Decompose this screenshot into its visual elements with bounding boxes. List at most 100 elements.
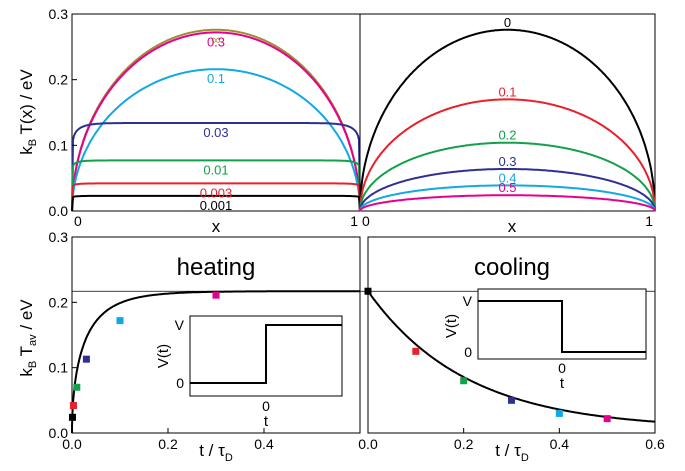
y-ticks: 0.0 0.1 0.2 0.3 <box>49 229 77 441</box>
data-point <box>69 402 77 410</box>
x-axis-label: t / τD <box>199 441 233 464</box>
data-point <box>212 291 220 299</box>
inset-heating: V 0 V(t) 0 t <box>155 315 343 430</box>
y-tick-label: 0.3 <box>49 229 69 245</box>
curve-label: 0.001 <box>200 198 233 213</box>
inset-y-tick-v: V <box>463 293 473 309</box>
panel-title: cooling <box>474 254 550 281</box>
plot-frame <box>71 236 361 434</box>
x-tick-label: 0 <box>74 213 82 229</box>
profile-curve <box>71 68 361 212</box>
y-tick-label: 0.2 <box>49 294 69 310</box>
curve-labels: 0 0.1 0.2 0.30.40.5 <box>498 15 516 195</box>
inset-x-tick-0: 0 <box>262 398 270 414</box>
profile-curve <box>71 159 361 212</box>
curve-label: 0.1 <box>207 71 225 86</box>
heating-curve <box>71 290 360 433</box>
x-tick-label: 0.0 <box>358 436 378 452</box>
data-point <box>412 347 420 355</box>
curve-label: 0.03 <box>203 125 228 140</box>
curves <box>71 28 361 212</box>
inset-x-label: t <box>560 375 565 392</box>
inset-y-tick-0: 0 <box>464 344 472 360</box>
y-tick-label: 0.1 <box>49 360 69 376</box>
x-tick-label: 0.2 <box>454 436 474 452</box>
data-point <box>508 396 515 404</box>
x-tick-label: 0.0 <box>62 436 82 452</box>
profile-curve <box>359 28 656 212</box>
curve-label: 0.4 <box>498 170 516 185</box>
panel-bottom-left: 0.0 0.1 0.2 0.3 0.0 0.2 0.4 heating t / τD kB… <box>17 229 655 464</box>
curve-label: ∞ <box>211 32 220 47</box>
profile-curve <box>71 28 361 212</box>
profile-curve <box>359 141 656 212</box>
x-tick-label: 0 <box>362 213 370 229</box>
x-tick-label: 1 <box>350 213 358 229</box>
x-tick-label: 0.4 <box>254 436 274 452</box>
curves <box>359 28 656 212</box>
plot-frame <box>359 13 656 212</box>
curve-label: 0.5 <box>498 180 516 195</box>
data-point <box>73 383 81 391</box>
curve-label: 0.3 <box>207 34 225 49</box>
inset-x-tick-0: 0 <box>558 360 566 376</box>
profile-curve <box>71 182 361 212</box>
inset-y-tick-0: 0 <box>176 375 184 391</box>
data-point <box>68 413 76 421</box>
curve-label: 0.1 <box>498 84 516 99</box>
data-point <box>116 317 124 325</box>
profile-curve <box>71 194 361 212</box>
x-tick-label: 0.2 <box>158 436 178 452</box>
profile-curve <box>71 122 361 212</box>
x-tick-label: 0.6 <box>645 436 665 452</box>
data-point <box>364 287 372 295</box>
plot-frame <box>367 236 656 434</box>
inset-step-line <box>190 324 342 384</box>
curve-label: 0.01 <box>203 162 228 177</box>
x-tick-label: 0.4 <box>550 436 570 452</box>
y-tick-label: 0.1 <box>49 137 69 153</box>
y-axis-label: kB T(x) / eV <box>17 69 39 155</box>
x-axis-label: x <box>212 217 221 236</box>
y-tick-label: 0.0 <box>49 203 69 219</box>
data-point <box>460 377 468 385</box>
data-point <box>82 355 90 363</box>
x-ticks: 0.0 0.2 0.4 <box>62 428 274 452</box>
data-point <box>555 409 563 417</box>
x-axis-label: t / τD <box>495 441 529 464</box>
profile-curve <box>359 98 656 212</box>
profile-curve <box>359 168 656 212</box>
profile-curve <box>71 31 361 212</box>
inset-y-tick-v: V <box>175 317 185 333</box>
curve-label: 0 <box>504 15 511 30</box>
x-axis-label: x <box>508 217 517 236</box>
data-points <box>68 291 220 421</box>
curve-label: 0.003 <box>200 185 233 200</box>
inset-y-label: V(t) <box>155 344 172 368</box>
data-point <box>603 415 611 423</box>
profile-curve <box>359 184 656 212</box>
y-axis-label: kB Tav / eV <box>17 299 39 377</box>
panel-title: heating <box>177 254 256 281</box>
y-tick-label: 0.0 <box>49 425 69 441</box>
data-points <box>364 287 611 423</box>
inset-y-label: V(t) <box>443 314 460 338</box>
curve-label: 0.3 <box>498 154 516 169</box>
y-tick-label: 0.2 <box>49 72 69 88</box>
inset-x-label: t <box>264 413 269 430</box>
y-tick-label: 0.3 <box>49 6 69 22</box>
x-tick-label: 1 <box>645 213 653 229</box>
curve-label: 0.2 <box>498 128 516 143</box>
panel-bottom-right: 0.0 0.2 0.4 0.6 cooling t / τD V 0 V(t) 0 t <box>358 236 665 464</box>
y-ticks: 0.0 0.1 0.2 0.3 <box>49 6 77 219</box>
profile-curve <box>359 194 656 212</box>
inset-step-line <box>478 300 646 353</box>
x-ticks: 0.0 0.2 0.4 0.6 <box>358 428 665 452</box>
inset-cooling: V 0 V(t) 0 t <box>443 288 647 392</box>
